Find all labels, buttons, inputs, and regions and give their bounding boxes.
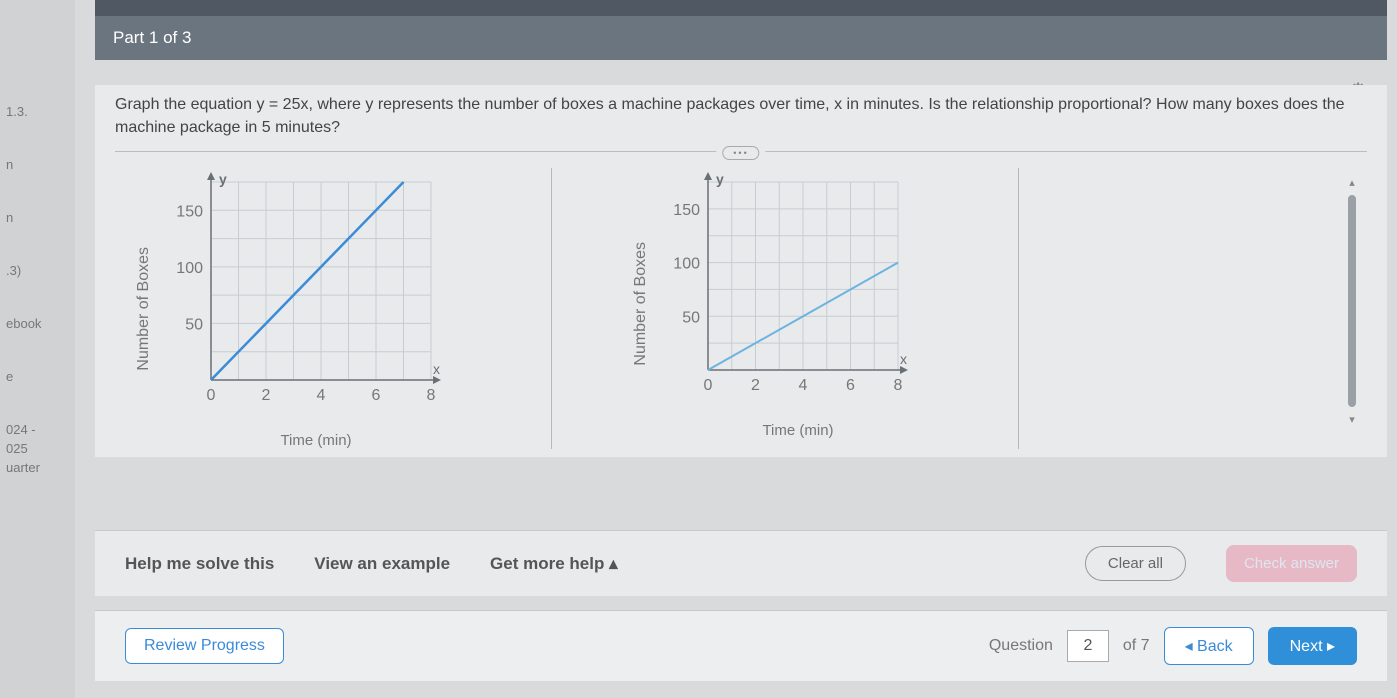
chart-option-right[interactable]: Number of Boxes y x 50 100 150 0 2 4 6 8 Time (mi…: [632, 168, 938, 439]
scroll-up-icon[interactable]: ▴: [1349, 176, 1355, 189]
sidebar-item: uarter: [0, 460, 75, 479]
charts-row: Number of Boxes y x 50 100 150 0 2 4 6 8 Time (mi…: [115, 156, 1367, 457]
sidebar-item[interactable]: n: [0, 206, 75, 229]
back-button[interactable]: ◂ Back: [1164, 627, 1254, 665]
svg-text:2: 2: [262, 387, 271, 404]
svg-text:2: 2: [751, 377, 760, 394]
divider: •••: [115, 151, 1367, 152]
view-example-link[interactable]: View an example: [314, 554, 450, 574]
svg-text:6: 6: [372, 387, 381, 404]
left-sidebar: 1.3. n n .3) ebook e 024 - 025 uarter: [0, 0, 75, 698]
svg-text:100: 100: [176, 260, 203, 277]
part-header: Part 1 of 3: [95, 16, 1387, 60]
sidebar-item[interactable]: e: [0, 365, 75, 388]
chart-left-svg: y x 50 100 150 0 2 4 6 8: [161, 168, 471, 428]
scroll-down-icon[interactable]: ▾: [1349, 413, 1355, 426]
y-axis-label: Number of Boxes: [632, 242, 650, 366]
problem-text: Graph the equation y = 25x, where y repr…: [115, 93, 1367, 139]
x-axis-label: Time (min): [762, 422, 833, 439]
svg-text:100: 100: [673, 256, 700, 273]
sidebar-item[interactable]: ebook: [0, 312, 75, 335]
svg-text:8: 8: [427, 387, 436, 404]
svg-text:0: 0: [704, 377, 713, 394]
review-progress-button[interactable]: Review Progress: [125, 628, 284, 664]
scroll-thumb[interactable]: [1348, 195, 1356, 407]
check-answer-button[interactable]: Check answer: [1226, 545, 1357, 582]
next-button[interactable]: Next ▸: [1268, 627, 1357, 665]
svg-text:4: 4: [799, 377, 808, 394]
chart-separator: [1018, 168, 1019, 449]
svg-text:150: 150: [176, 204, 203, 221]
svg-text:50: 50: [682, 310, 700, 327]
sidebar-item[interactable]: 1.3.: [0, 100, 75, 123]
question-area: Graph the equation y = 25x, where y repr…: [95, 85, 1387, 457]
question-label: Question: [989, 637, 1053, 655]
y-axis-label: Number of Boxes: [135, 247, 153, 371]
x-axis-label: Time (min): [280, 432, 351, 449]
help-row: Help me solve this View an example Get m…: [95, 530, 1387, 596]
svg-text:8: 8: [894, 377, 903, 394]
part-label: Part 1 of 3: [113, 28, 191, 47]
sidebar-item[interactable]: .3): [0, 259, 75, 282]
svg-text:6: 6: [846, 377, 855, 394]
svg-text:150: 150: [673, 202, 700, 219]
svg-text:y: y: [219, 171, 227, 187]
question-total: of 7: [1123, 637, 1150, 655]
sidebar-item[interactable]: n: [0, 153, 75, 176]
svg-text:y: y: [716, 171, 724, 187]
sidebar-item: 025: [0, 441, 75, 460]
get-more-help-link[interactable]: Get more help ▴: [490, 554, 618, 574]
scrollbar[interactable]: ▴ ▾: [1345, 176, 1359, 426]
help-solve-link[interactable]: Help me solve this: [125, 554, 274, 574]
svg-text:x: x: [900, 351, 907, 367]
chart-separator: [551, 168, 552, 449]
clear-all-button[interactable]: Clear all: [1085, 546, 1186, 581]
question-number-input[interactable]: [1067, 630, 1109, 662]
caret-up-icon: ▴: [609, 554, 618, 573]
get-more-help-label: Get more help: [490, 554, 604, 573]
nav-row: Review Progress Question of 7 ◂ Back Nex…: [95, 610, 1387, 681]
chart-right-svg: y x 50 100 150 0 2 4 6 8: [658, 168, 938, 418]
svg-text:50: 50: [185, 317, 203, 334]
top-bar: [95, 0, 1387, 16]
chart-option-left[interactable]: Number of Boxes y x 50 100 150 0 2 4 6 8 Time (mi…: [135, 168, 471, 449]
svg-text:x: x: [433, 361, 440, 377]
sidebar-item: 024 -: [0, 418, 75, 441]
svg-text:4: 4: [317, 387, 326, 404]
svg-text:0: 0: [207, 387, 216, 404]
